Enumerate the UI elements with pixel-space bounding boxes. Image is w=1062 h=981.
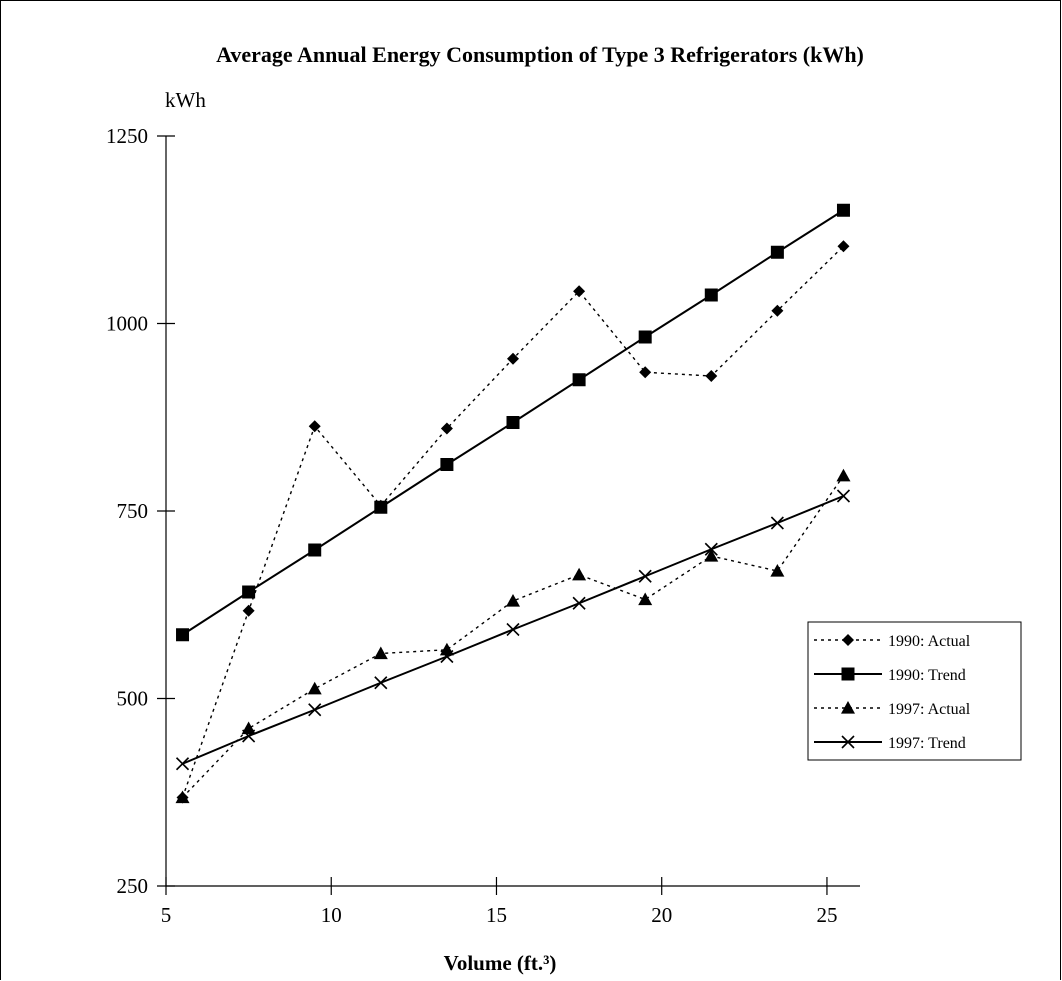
data-point [704, 288, 718, 302]
data-point [638, 592, 653, 606]
data-point [374, 500, 388, 514]
y-tick-label: 250 [117, 874, 149, 898]
data-point [704, 549, 719, 562]
x-axis-label: Volume (ft.³) [444, 951, 557, 975]
legend-label: 1990: Actual [888, 633, 971, 650]
y-tick-label: 750 [117, 499, 149, 523]
chart-title: Average Annual Energy Consumption of Typ… [216, 42, 864, 67]
y-tick-label: 1000 [106, 312, 148, 336]
x-tick-label: 20 [651, 903, 672, 927]
data-point [242, 585, 256, 599]
x-marker-stroke [374, 676, 388, 690]
legend-label: 1997: Actual [888, 701, 971, 718]
data-point [638, 569, 652, 583]
x-marker-stroke [572, 596, 586, 610]
x-marker-stroke [506, 622, 520, 637]
x-marker-stroke [836, 489, 851, 503]
data-point [440, 458, 454, 471]
legend-marker [841, 701, 855, 714]
data-point [573, 285, 586, 298]
x-marker-stroke [841, 735, 855, 749]
x-marker-stroke [175, 757, 190, 771]
data-point [308, 543, 322, 557]
data-point [836, 468, 851, 482]
y-axis-label: kWh [165, 88, 206, 112]
data-point [639, 366, 652, 379]
data-point [440, 649, 454, 664]
data-point [242, 729, 256, 743]
data-point [704, 542, 718, 556]
x-marker-stroke [638, 569, 652, 583]
data-point [175, 757, 190, 771]
data-point [770, 245, 784, 259]
legend-item: 1997: Actual [814, 701, 971, 718]
data-point [507, 352, 519, 365]
x-tick-label: 10 [321, 903, 342, 927]
data-point [770, 516, 784, 530]
data-point [572, 596, 586, 610]
x-tick-label: 15 [486, 903, 507, 927]
data-point [836, 203, 850, 217]
legend-item: 1997: Trend [814, 735, 966, 752]
data-point [506, 416, 520, 429]
legend-item: 1990: Actual [814, 633, 971, 650]
data-point [572, 373, 586, 387]
data-point [374, 676, 388, 690]
x-marker-stroke [704, 542, 718, 556]
x-marker-stroke [308, 703, 322, 717]
data-point [771, 304, 784, 317]
legend-label: 1997: Trend [888, 735, 966, 752]
legend-marker [841, 735, 855, 749]
axes: 250 500 750 1000 1250 5 10 15 20 25 [106, 124, 860, 927]
data-point [440, 422, 453, 435]
data-point [373, 646, 388, 660]
y-tick-label: 500 [117, 687, 149, 711]
data-point [506, 622, 520, 637]
data-point [836, 489, 851, 503]
legend: 1990: Actual 1990: Trend 1997: Actual 1997:… [807, 621, 1022, 761]
data-point [176, 628, 190, 642]
x-marker-stroke [242, 729, 256, 743]
data-point [638, 330, 652, 344]
series-2 [176, 203, 850, 642]
data-point [241, 721, 256, 735]
data-point [307, 681, 322, 695]
series-layer [175, 203, 851, 804]
data-point [705, 370, 718, 382]
y-tick-label: 1250 [106, 124, 148, 148]
series-1 [176, 240, 850, 804]
data-point [242, 604, 255, 617]
x-marker-stroke [770, 516, 784, 530]
series-4 [175, 489, 851, 771]
data-point [572, 567, 587, 581]
data-point [770, 564, 785, 577]
data-point [175, 790, 190, 804]
x-marker-stroke [440, 649, 454, 664]
data-point [308, 703, 322, 717]
x-tick-label: 5 [161, 903, 172, 927]
data-point [308, 420, 321, 433]
series-line [182, 475, 845, 798]
series-3 [175, 468, 851, 804]
x-tick-label: 25 [816, 903, 837, 927]
data-point [506, 594, 520, 607]
series-line [181, 245, 844, 798]
legend-item: 1990: Trend [814, 667, 966, 684]
legend-marker [841, 667, 855, 681]
data-point [837, 240, 850, 253]
legend-label: 1990: Trend [888, 667, 966, 684]
legend-marker [842, 634, 854, 646]
